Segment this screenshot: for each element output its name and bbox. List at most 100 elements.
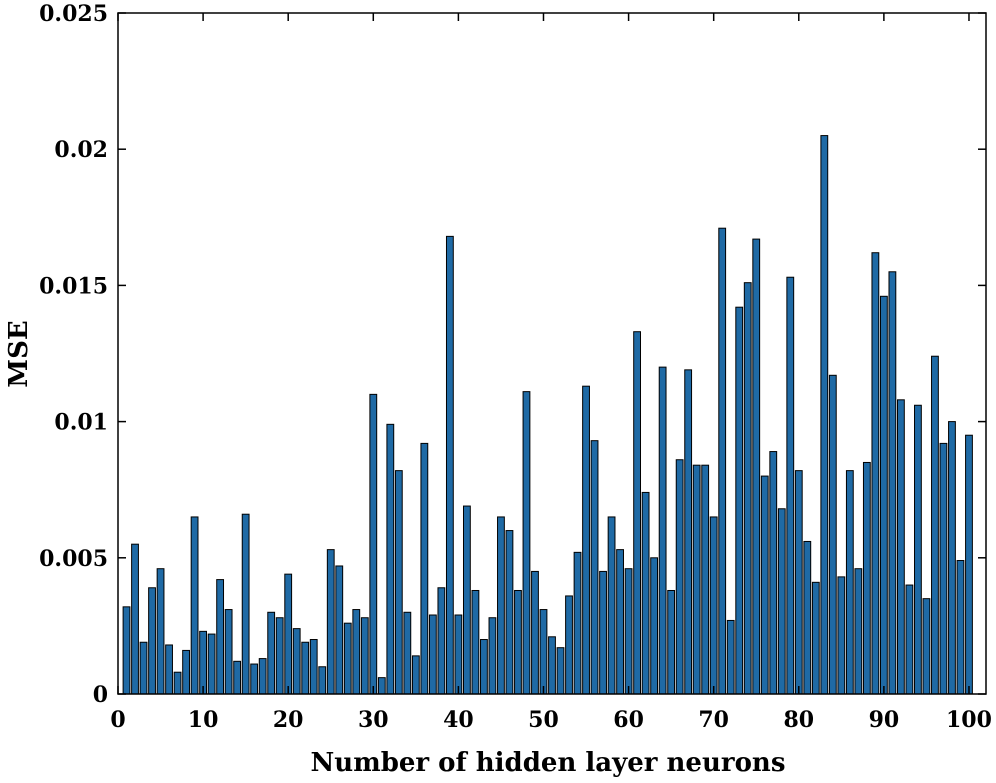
x-tick-label: 10 [188,707,219,733]
bar [675,459,684,695]
bar [326,549,335,695]
bar [922,598,931,695]
bar [905,584,914,695]
bar [386,423,395,695]
bar [309,639,318,695]
bar [752,238,761,695]
bar-series [122,135,973,695]
bar [131,543,139,695]
bar [939,442,948,695]
bar [292,628,301,695]
y-tick-label: 0 [93,682,108,708]
bar [539,609,548,695]
bar [743,282,752,695]
bar [931,355,939,695]
bar [573,551,582,695]
bar [650,557,659,695]
bar [148,587,156,695]
bar [548,636,556,695]
bar [318,666,327,695]
x-tick-labels: 0 10 20 30 40 50 60 70 80 90 100 [110,707,992,733]
bar [811,581,820,695]
bar [871,252,880,695]
bar [914,404,922,695]
x-tick-label: 90 [869,707,900,733]
bar [896,399,905,695]
bar [616,549,624,695]
bar [828,374,837,695]
bar [565,595,573,695]
bar [862,461,871,695]
bar [726,619,735,695]
bar [633,331,642,695]
bar [590,440,599,695]
bar [207,633,216,695]
bar [735,306,744,695]
bar [445,235,454,695]
bar [599,570,607,695]
bar [845,470,854,695]
bar [377,677,386,695]
bar [139,641,148,695]
bar [497,516,505,695]
bar [216,579,225,695]
bar [692,464,701,695]
bar [165,644,173,695]
x-tick-label: 80 [783,707,814,733]
bar [505,530,514,695]
bar [199,630,208,695]
y-tick-label: 0.025 [39,1,108,27]
y-tick-label: 0.02 [54,137,108,163]
bar [233,660,242,695]
bar [854,568,863,695]
bar [190,516,199,695]
y-tick-label: 0.005 [39,546,108,572]
bar [522,391,531,695]
bar [760,475,769,695]
bar [284,573,293,695]
bar [794,470,803,695]
bar [701,464,710,695]
bar [556,647,565,695]
bar [352,609,361,695]
bar [607,516,616,695]
bar [837,576,846,695]
bar [301,641,310,695]
x-tick-label: 20 [273,707,304,733]
bar [888,271,897,695]
bar [369,393,378,695]
bar [786,276,795,695]
bar [709,516,718,695]
y-tick-labels: 0 0.005 0.01 0.015 0.02 0.025 [39,1,108,708]
bar [250,663,259,695]
bar [820,135,829,695]
bar [360,617,369,695]
bar [173,671,182,695]
y-tick-label: 0.01 [54,410,108,436]
bar [514,589,522,695]
bar [182,649,190,695]
bar [488,617,497,695]
bar [471,589,480,695]
y-axis-label: MSE [4,320,34,387]
bar [879,295,888,695]
x-tick-label: 0 [110,707,125,733]
x-tick-label: 50 [528,707,559,733]
bar [241,513,250,695]
bar [275,617,284,695]
bar [956,560,965,695]
bar [156,568,165,695]
bar [258,658,267,695]
bar [437,587,446,695]
y-tick-label: 0.015 [39,273,108,299]
bar [480,639,488,695]
bar [684,369,693,695]
bar [224,609,233,695]
x-tick-label: 60 [613,707,644,733]
bar [454,614,463,695]
x-tick-label: 40 [443,707,474,733]
bar [335,565,344,695]
bar [965,434,973,695]
x-axis-label: Number of hidden layer neurons [311,748,786,778]
x-tick-label: 30 [358,707,389,733]
